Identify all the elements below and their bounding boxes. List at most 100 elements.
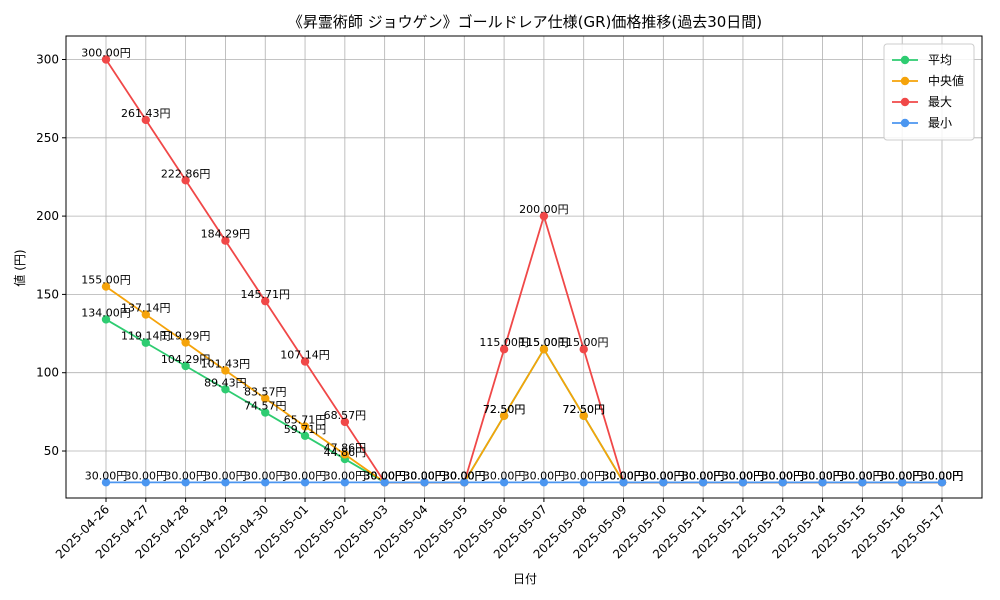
data-point [340, 478, 350, 487]
data-label: 30.00円 [921, 469, 964, 482]
data-point [141, 310, 151, 319]
data-point [181, 338, 190, 347]
data-label: 30.00円 [682, 469, 725, 482]
data-label: 30.00円 [841, 469, 884, 482]
data-point [300, 478, 310, 487]
data-label: 30.00円 [762, 469, 805, 482]
data-label: 30.00円 [801, 469, 844, 482]
data-point [818, 478, 827, 487]
data-label: 115.00円 [559, 336, 609, 349]
data-label: 30.00円 [801, 469, 844, 482]
data-label: 30.00円 [881, 469, 924, 482]
data-point [221, 236, 230, 245]
data-label: 200.00円 [519, 203, 569, 216]
data-point [420, 478, 429, 487]
data-label: 30.00円 [443, 469, 486, 482]
data-point [101, 315, 111, 324]
data-label: 30.00円 [443, 469, 486, 482]
data-label: 119.14円 [121, 330, 171, 343]
data-label: 104.29円 [161, 353, 211, 366]
data-point [300, 422, 310, 431]
y-tick-label: 250 [36, 131, 59, 145]
data-label: 30.00円 [562, 469, 605, 482]
data-label: 30.00円 [762, 469, 805, 482]
data-label: 30.00円 [801, 469, 844, 482]
data-point [181, 361, 190, 371]
legend-box [883, 43, 975, 141]
data-point [181, 478, 190, 487]
plot-frame [65, 35, 983, 499]
data-label: 30.00円 [204, 469, 247, 482]
data-label: 72.50円 [562, 403, 605, 416]
y-tick-label: 150 [36, 287, 59, 301]
data-label: 115.00円 [519, 336, 569, 349]
data-label: 30.00円 [722, 469, 765, 482]
data-label: 72.50円 [562, 403, 605, 416]
data-label: 30.00円 [682, 469, 725, 482]
data-label: 300.00円 [81, 46, 131, 59]
data-point [141, 478, 151, 487]
data-label: 30.00円 [841, 469, 884, 482]
data-label: 30.00円 [921, 469, 964, 482]
data-point [579, 478, 588, 487]
data-label: 222.86円 [161, 167, 211, 180]
data-point [181, 176, 190, 185]
data-label: 30.00円 [682, 469, 725, 482]
data-label: 30.00円 [403, 469, 446, 482]
data-point [101, 282, 111, 291]
legend-marker [900, 55, 910, 65]
data-label: 30.00円 [85, 469, 128, 482]
x-axis-label: 日付 [513, 572, 537, 586]
data-label: 30.00円 [841, 469, 884, 482]
data-point [101, 478, 111, 487]
data-label: 30.00円 [523, 469, 566, 482]
data-label: 72.50円 [483, 403, 526, 416]
data-label: 115.00円 [479, 336, 529, 349]
data-label: 30.00円 [363, 469, 406, 482]
data-point [698, 478, 708, 487]
data-label: 107.14円 [280, 349, 330, 362]
data-label: 59.71円 [284, 423, 327, 436]
data-point [539, 345, 549, 354]
data-point [579, 345, 588, 354]
legend-marker [900, 97, 910, 107]
y-axis-label: 値 (円) [12, 249, 27, 286]
data-label: 30.00円 [921, 469, 964, 482]
data-point [221, 478, 230, 487]
data-label: 30.00円 [403, 469, 446, 482]
data-point [101, 55, 111, 64]
data-label: 30.00円 [602, 469, 645, 482]
data-label: 30.00円 [642, 469, 685, 482]
data-label: 30.00円 [403, 469, 446, 482]
chart-title: 《昇霊術師 ジョウゲン》ゴールドレア仕様(GR)価格推移(過去30日間) [288, 13, 762, 31]
legend-marker [900, 76, 910, 86]
data-label: 30.00円 [642, 469, 685, 482]
data-point [897, 478, 907, 487]
data-point [340, 450, 350, 459]
data-point [261, 478, 270, 487]
data-label: 30.00円 [722, 469, 765, 482]
data-label: 30.00円 [921, 469, 964, 482]
data-label: 137.14円 [121, 302, 171, 315]
legend-entry: 中央値 [928, 73, 964, 88]
data-point [539, 478, 549, 487]
data-label: 30.00円 [682, 469, 725, 482]
data-label: 44.86円 [324, 446, 367, 459]
data-point [300, 357, 310, 366]
data-label: 30.00円 [762, 469, 805, 482]
data-label: 30.00円 [363, 469, 406, 482]
data-label: 30.00円 [602, 469, 645, 482]
data-label: 30.00円 [881, 469, 924, 482]
data-label: 30.00円 [284, 469, 327, 482]
data-label: 155.00円 [81, 274, 131, 287]
data-point [261, 394, 270, 403]
grid [66, 36, 982, 498]
data-label: 83.57円 [244, 385, 287, 398]
data-label: 68.57円 [324, 409, 367, 422]
data-point [778, 478, 787, 487]
data-label: 30.00円 [443, 469, 486, 482]
data-label: 30.00円 [602, 469, 645, 482]
